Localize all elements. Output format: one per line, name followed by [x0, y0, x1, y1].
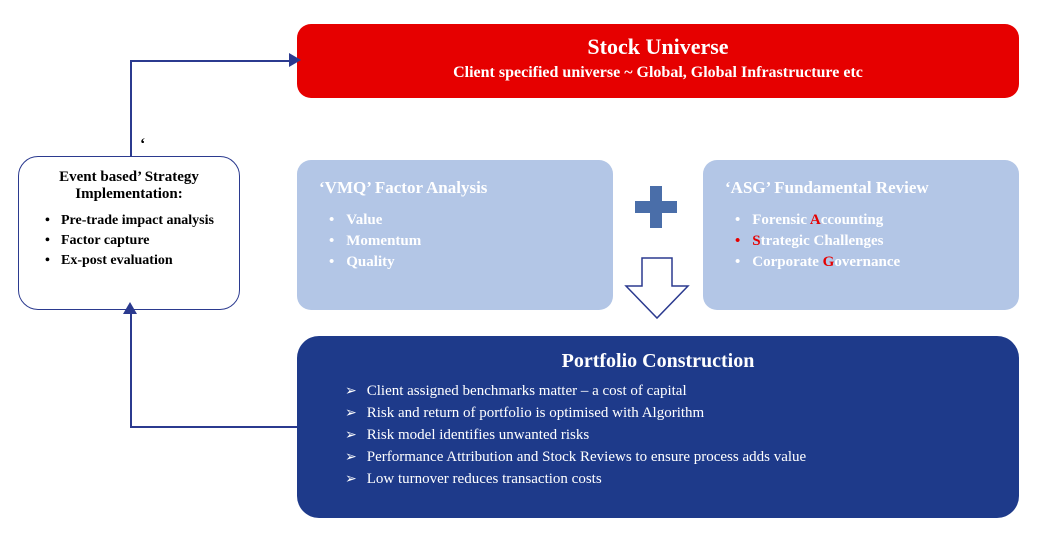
- portfolio-item: Client assigned benchmarks matter – a co…: [345, 383, 979, 400]
- vmq-title: ‘VMQ’ Factor Analysis: [319, 178, 591, 198]
- stock-universe-title: Stock Universe: [317, 34, 999, 60]
- event-item: Pre-trade impact analysis: [45, 213, 223, 229]
- arrowhead-icon: [123, 302, 137, 314]
- portfolio-item: Risk and return of portfolio is optimise…: [345, 405, 979, 422]
- event-title: Event based’ Strategy Implementation:: [35, 169, 223, 203]
- vmq-list: Value Momentum Quality: [319, 212, 591, 271]
- connector-line: [130, 426, 297, 428]
- arrowhead-icon: [289, 53, 301, 67]
- plus-icon: [635, 186, 677, 228]
- portfolio-item: Risk model identifies unwanted risks: [345, 427, 979, 444]
- event-strategy-box: Event based’ Strategy Implementation: Pr…: [18, 156, 240, 310]
- connector-line: [130, 310, 132, 426]
- vmq-item: Quality: [329, 254, 591, 271]
- vmq-item: Momentum: [329, 233, 591, 250]
- stock-universe-subtitle: Client specified universe ~ Global, Glob…: [317, 64, 999, 82]
- portfolio-title: Portfolio Construction: [337, 350, 979, 373]
- asg-review-box: ‘ASG’ Fundamental Review Forensic Accoun…: [703, 160, 1019, 310]
- connector-line: [130, 60, 297, 62]
- asg-list: Forensic Accounting Strategic Challenges…: [725, 212, 997, 271]
- asg-item: Corporate Governance: [735, 254, 997, 271]
- diagram-canvas: Stock Universe Client specified universe…: [0, 0, 1042, 540]
- asg-item: Strategic Challenges: [735, 233, 997, 250]
- down-arrow-icon: [622, 256, 692, 321]
- vmq-factor-box: ‘VMQ’ Factor Analysis Value Momentum Qua…: [297, 160, 613, 310]
- asg-title: ‘ASG’ Fundamental Review: [725, 178, 997, 198]
- connector-line: [130, 60, 132, 156]
- event-list: Pre-trade impact analysis Factor capture…: [35, 213, 223, 269]
- vmq-item: Value: [329, 212, 591, 229]
- portfolio-construction-box: Portfolio Construction Client assigned b…: [297, 336, 1019, 518]
- event-item: Ex-post evaluation: [45, 253, 223, 269]
- portfolio-item: Performance Attribution and Stock Review…: [345, 449, 979, 466]
- asg-item: Forensic Accounting: [735, 212, 997, 229]
- stray-quote-mark: ‘: [140, 136, 145, 154]
- event-item: Factor capture: [45, 233, 223, 249]
- portfolio-item: Low turnover reduces transaction costs: [345, 471, 979, 488]
- portfolio-list: Client assigned benchmarks matter – a co…: [337, 383, 979, 488]
- stock-universe-box: Stock Universe Client specified universe…: [297, 24, 1019, 98]
